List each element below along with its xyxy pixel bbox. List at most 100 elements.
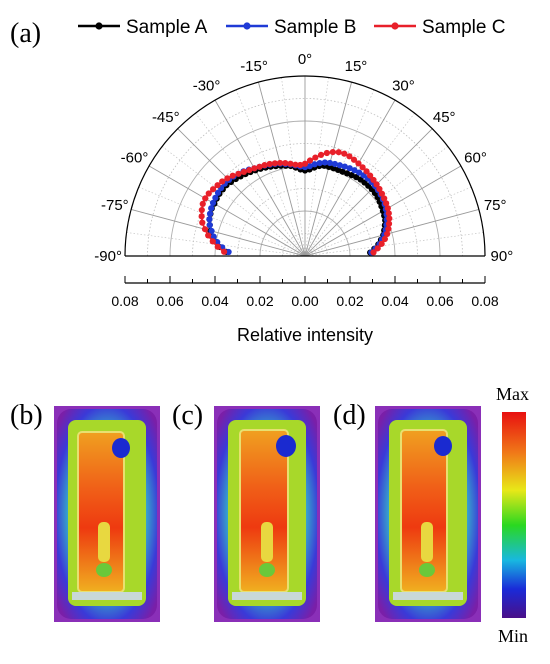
grid-spoke <box>304 99 396 257</box>
legend-label: Sample C <box>422 17 505 38</box>
data-point <box>208 205 215 212</box>
data-point <box>209 199 217 206</box>
data-point <box>205 232 212 239</box>
data-point <box>301 160 309 167</box>
grid-spoke <box>304 128 433 257</box>
data-point <box>383 200 390 207</box>
angle-tick-label: 0° <box>298 51 312 68</box>
polar-grid <box>124 75 486 257</box>
radial-tick-label: 0.06 <box>426 293 453 309</box>
data-point <box>378 240 385 247</box>
data-point <box>235 170 242 177</box>
data-point <box>206 210 214 217</box>
data-point <box>370 249 377 256</box>
data-point <box>376 185 383 193</box>
data-point <box>214 189 222 196</box>
grid-spoke <box>148 165 306 257</box>
data-point <box>224 175 231 182</box>
angle-tick-label: 45° <box>433 109 456 126</box>
legend-item: Sample C <box>374 17 505 38</box>
data-point <box>212 194 219 201</box>
angle-tick-label: -45° <box>152 109 180 126</box>
radial-tick-label: 0.00 <box>291 293 318 309</box>
data-point <box>346 153 353 160</box>
data-point <box>276 159 284 167</box>
data-point <box>266 160 273 168</box>
x-axis-label: Relative intensity <box>237 325 373 345</box>
data-point <box>251 165 258 172</box>
data-point <box>292 161 299 168</box>
series-sample-c <box>198 149 393 256</box>
data-point <box>297 161 304 169</box>
angle-labels: -90° -75° -60° -45° -30° -15° 0° 15° 30° 45° 60° 75… <box>94 51 513 265</box>
data-point <box>198 206 205 214</box>
colorbar <box>502 412 526 618</box>
data-point <box>385 225 392 232</box>
radial-tick-label: 0.08 <box>111 293 138 309</box>
data-point <box>384 205 391 212</box>
data-point <box>221 248 228 255</box>
data-point <box>350 156 358 163</box>
data-point <box>225 248 232 256</box>
data-point <box>219 178 226 185</box>
data-point <box>312 154 319 161</box>
colorbar-min-label: Min <box>498 626 529 646</box>
data-point <box>385 220 393 227</box>
data-point <box>356 169 363 176</box>
panel-label-b: (b) <box>10 400 43 431</box>
grid-spoke <box>304 208 479 257</box>
data-point <box>199 200 206 208</box>
data-point <box>341 163 348 170</box>
grid-spoke <box>177 128 306 257</box>
radial-tick-label: 0.04 <box>381 293 408 309</box>
data-point <box>206 216 213 223</box>
grid-spoke <box>131 208 306 257</box>
data-point <box>240 168 247 176</box>
data-point <box>316 160 323 167</box>
data-point <box>373 181 380 188</box>
data-point <box>359 164 366 171</box>
series-layer <box>198 149 393 256</box>
data-point <box>201 226 209 233</box>
legend: Sample A Sample B Sample C <box>78 17 505 38</box>
legend-swatch-marker <box>95 22 103 30</box>
legend-swatch-marker <box>243 22 251 30</box>
data-point <box>323 149 330 157</box>
data-point <box>331 160 338 168</box>
angle-tick-label: -90° <box>94 248 122 265</box>
data-point <box>206 221 213 229</box>
panel-label-c: (c) <box>172 400 204 431</box>
data-point <box>321 159 328 166</box>
data-point <box>381 195 388 202</box>
data-point <box>246 167 253 174</box>
data-point <box>329 149 336 156</box>
angle-tick-label: 30° <box>392 78 415 95</box>
angle-tick-label: -30° <box>193 78 221 95</box>
data-point <box>209 238 216 245</box>
data-point <box>261 162 268 169</box>
radial-axis: 0.08 0.06 0.04 0.02 0.00 0.02 0.04 0.06 0.08 Rela… <box>111 276 499 345</box>
legend-item: Sample B <box>226 17 356 38</box>
angle-tick-label: -75° <box>101 197 129 214</box>
radial-tick-label: 0.02 <box>246 293 273 309</box>
data-point <box>198 213 205 220</box>
data-point <box>199 219 206 226</box>
radial-tick-label: 0.02 <box>336 293 363 309</box>
data-point <box>210 233 217 240</box>
legend-label: Sample B <box>274 17 356 38</box>
data-point <box>385 210 392 217</box>
data-point <box>306 157 314 164</box>
data-point <box>271 160 278 167</box>
data-point <box>386 215 393 222</box>
angle-tick-label: 90° <box>491 248 514 265</box>
data-point <box>351 167 358 174</box>
legend-swatch-marker <box>391 22 399 30</box>
data-point <box>326 159 334 167</box>
legend-item: Sample A <box>78 17 208 38</box>
heatmap-image-b <box>54 406 160 622</box>
grid-spoke <box>257 82 306 257</box>
data-point <box>317 151 325 158</box>
outer-arc <box>124 75 486 257</box>
data-point <box>208 227 215 235</box>
data-point <box>336 162 343 169</box>
